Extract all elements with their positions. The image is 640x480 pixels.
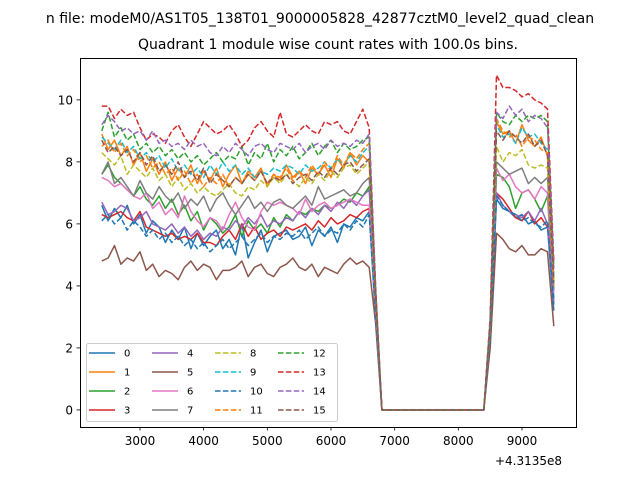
y-axis: 0 2 4 6 8 10 xyxy=(58,93,80,417)
x-tick-label: 3000 xyxy=(125,434,156,448)
legend-label-13: 13 xyxy=(313,368,326,379)
legend-label-9: 9 xyxy=(250,368,256,379)
x-tick-label: 8000 xyxy=(443,434,474,448)
series-line-14 xyxy=(101,105,555,411)
legend-box xyxy=(86,343,338,422)
chart-title: Quadrant 1 module wise count rates with … xyxy=(138,37,518,53)
legend-label-11: 11 xyxy=(250,406,263,417)
legend-label-7: 7 xyxy=(187,406,193,417)
chart-suptitle: n file: modeM0/AS1T05_138T01_9000005828_… xyxy=(46,11,594,27)
y-tick-label: 8 xyxy=(65,155,73,169)
legend-label-14: 14 xyxy=(313,387,326,398)
x-offset-label: +4.3135e8 xyxy=(495,454,562,468)
y-tick-label: 0 xyxy=(65,403,73,417)
series-line-9 xyxy=(101,123,555,411)
x-tick-label: 7000 xyxy=(379,434,410,448)
legend-label-4: 4 xyxy=(187,349,193,360)
series-line-15 xyxy=(101,130,555,411)
y-tick-label: 6 xyxy=(65,217,73,231)
legend-label-5: 5 xyxy=(187,368,193,379)
x-tick-label: 5000 xyxy=(252,434,283,448)
legend-label-15: 15 xyxy=(313,406,326,417)
series-lines xyxy=(101,74,555,411)
legend-label-8: 8 xyxy=(250,349,256,360)
y-tick-label: 2 xyxy=(65,341,73,355)
x-tick-label: 4000 xyxy=(188,434,219,448)
legend-label-3: 3 xyxy=(124,406,130,417)
x-tick-label: 6000 xyxy=(316,434,347,448)
plot-frame xyxy=(80,58,577,428)
legend-label-10: 10 xyxy=(250,387,263,398)
y-tick-label: 4 xyxy=(65,279,73,293)
x-tick-label: 9000 xyxy=(507,434,538,448)
legend-label-2: 2 xyxy=(124,387,130,398)
legend-label-1: 1 xyxy=(124,368,130,379)
legend-label-6: 6 xyxy=(187,387,193,398)
y-tick-label: 10 xyxy=(58,93,73,107)
series-line-13 xyxy=(101,74,555,411)
legend-label-0: 0 xyxy=(124,349,130,360)
legend-label-12: 12 xyxy=(313,349,326,360)
x-axis: 3000 4000 5000 6000 7000 8000 9000 xyxy=(125,427,538,448)
